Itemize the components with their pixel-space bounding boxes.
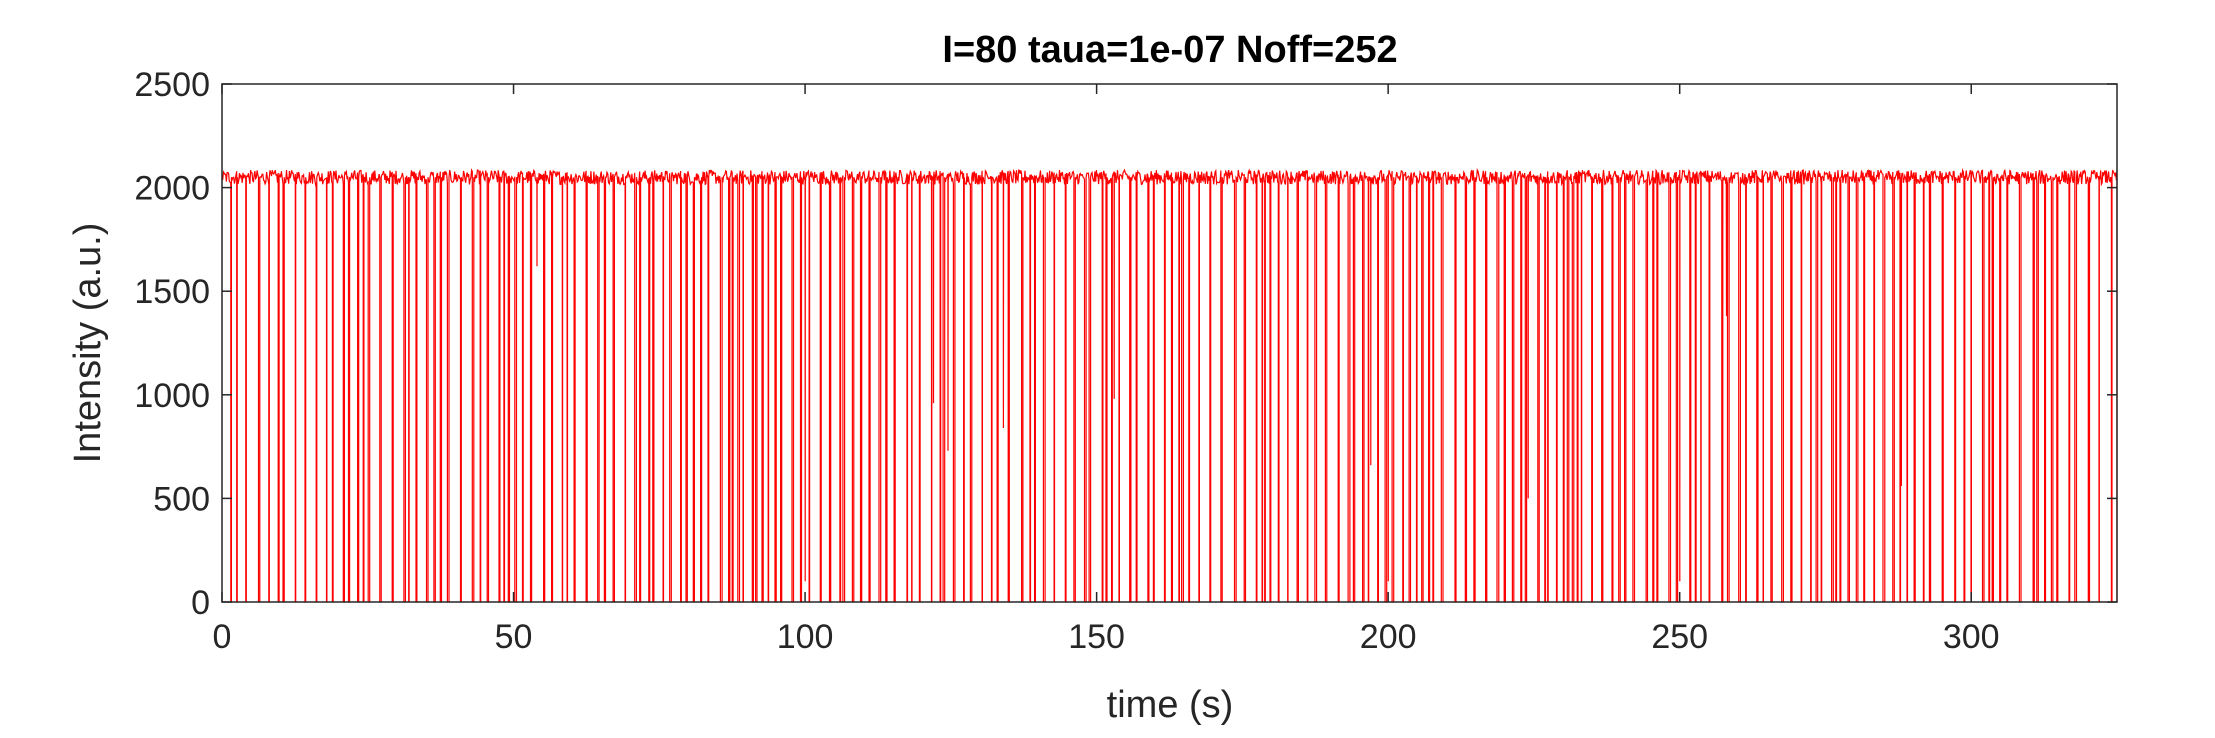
- intensity-trace: [221, 167, 2118, 603]
- plot-area: [221, 167, 2118, 603]
- x-tick-label: 300: [1943, 618, 2000, 656]
- x-tick-label: 0: [213, 618, 232, 656]
- y-tick-label: 2500: [134, 66, 210, 104]
- y-tick-label: 0: [191, 584, 210, 622]
- y-axis-label: Intensity (a.u.): [67, 223, 109, 464]
- y-axis-ticks: 0 500 1000 1500 2000 2500: [134, 66, 2117, 622]
- y-tick-label: 500: [153, 480, 210, 518]
- x-tick-label: 250: [1651, 618, 1708, 656]
- x-tick-label: 150: [1068, 618, 1125, 656]
- x-tick-label: 50: [495, 618, 533, 656]
- plot-box: [221, 83, 2118, 603]
- x-axis-label: time (s): [1107, 684, 1234, 726]
- x-tick-label: 200: [1360, 618, 1417, 656]
- x-axis-ticks: 0 50 100 150 200 250 300: [213, 84, 2000, 656]
- y-tick-label: 1500: [134, 273, 210, 311]
- y-tick-label: 1000: [134, 377, 210, 415]
- y-tick-label: 2000: [134, 170, 210, 208]
- chart-title: I=80 taua=1e-07 Noff=252: [942, 29, 1397, 71]
- x-tick-label: 100: [777, 618, 834, 656]
